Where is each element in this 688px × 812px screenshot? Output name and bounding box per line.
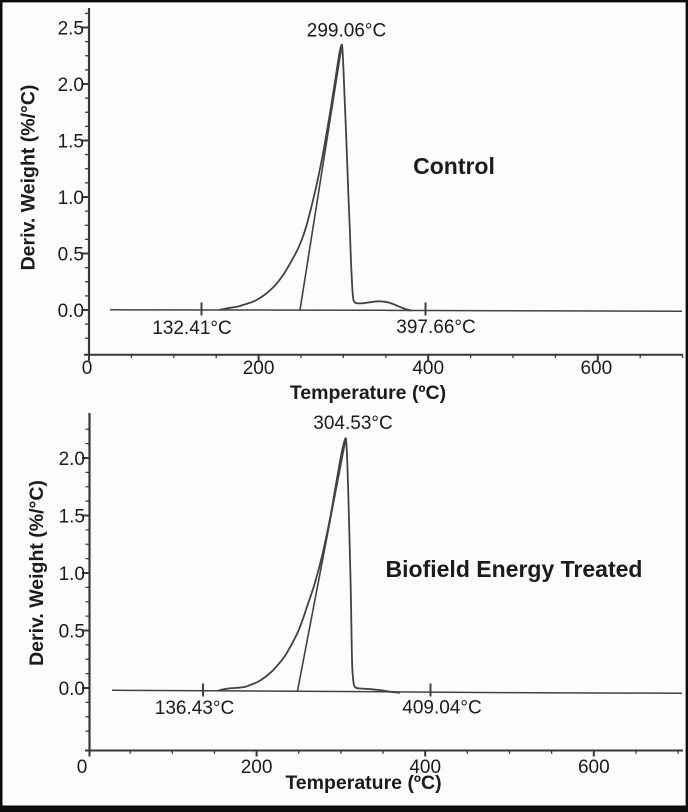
svg-text:1.0: 1.0 bbox=[58, 188, 84, 209]
svg-text:200: 200 bbox=[241, 757, 273, 778]
svg-text:600: 600 bbox=[578, 757, 610, 778]
svg-text:132.41°C: 132.41°C bbox=[152, 318, 231, 339]
svg-text:2.0: 2.0 bbox=[59, 449, 85, 470]
svg-text:Temperature (ºC): Temperature (ºC) bbox=[290, 382, 446, 404]
svg-text:400: 400 bbox=[409, 757, 441, 778]
svg-text:0.5: 0.5 bbox=[59, 621, 85, 642]
svg-text:0.5: 0.5 bbox=[58, 244, 84, 265]
svg-text:Deriv. Weight (%/°C): Deriv. Weight (%/°C) bbox=[18, 85, 40, 271]
svg-text:409.04°C: 409.04°C bbox=[402, 698, 481, 719]
svg-text:2.5: 2.5 bbox=[58, 18, 84, 39]
svg-text:0.0: 0.0 bbox=[59, 679, 85, 700]
svg-text:600: 600 bbox=[580, 358, 612, 379]
svg-text:Control: Control bbox=[413, 153, 495, 179]
svg-text:400: 400 bbox=[412, 358, 444, 379]
svg-text:397.66°C: 397.66°C bbox=[396, 317, 475, 338]
svg-text:200: 200 bbox=[243, 358, 275, 379]
svg-text:299.06°C: 299.06°C bbox=[307, 21, 386, 42]
svg-text:Temperature (ºC): Temperature (ºC) bbox=[285, 772, 441, 794]
svg-text:Deriv. Weight (%/°C): Deriv. Weight (%/°C) bbox=[26, 480, 48, 666]
svg-text:0.0: 0.0 bbox=[58, 301, 84, 322]
svg-text:0: 0 bbox=[77, 757, 88, 778]
svg-text:Biofield Energy Treated: Biofield Energy Treated bbox=[386, 556, 643, 582]
svg-text:304.53°C: 304.53°C bbox=[313, 413, 392, 434]
svg-text:0: 0 bbox=[82, 358, 93, 379]
svg-text:1.0: 1.0 bbox=[59, 564, 85, 585]
svg-text:1.5: 1.5 bbox=[58, 131, 84, 152]
svg-text:136.43°C: 136.43°C bbox=[155, 698, 234, 719]
svg-text:2.0: 2.0 bbox=[58, 75, 84, 96]
svg-text:1.5: 1.5 bbox=[59, 506, 85, 527]
